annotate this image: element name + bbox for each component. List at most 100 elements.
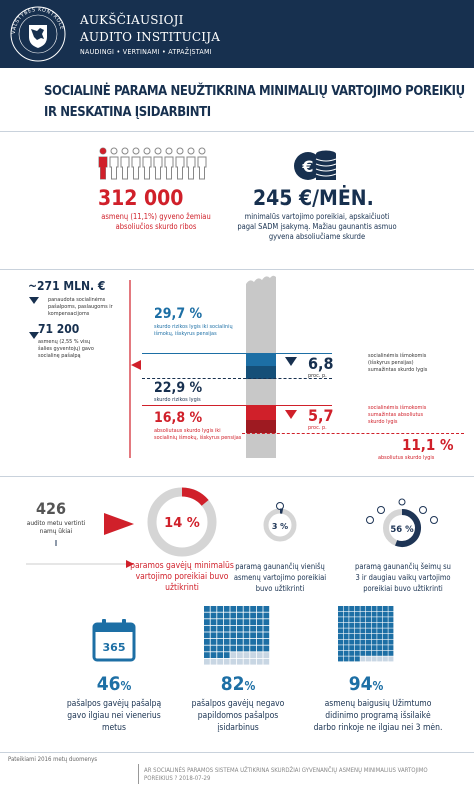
stat-grid2-value: 94%	[348, 673, 384, 695]
grid1-cell	[204, 625, 210, 632]
risk-reduction-caption3: sumažintas skurdo lygis	[368, 367, 428, 373]
recipients-caption1: asmenų (2,55 % visų	[38, 339, 91, 345]
abs-before-line	[142, 405, 332, 406]
grid2-cell	[388, 606, 394, 611]
risk-reduction-value: 6,8	[308, 354, 334, 373]
grid2-cell	[371, 617, 377, 623]
grid2-cell	[377, 617, 383, 623]
grid2-cell	[388, 628, 394, 634]
grid1-cell	[237, 639, 243, 645]
grid1-cell	[243, 658, 250, 665]
divider	[0, 131, 474, 132]
grid2-cell	[382, 650, 388, 656]
grid1-cell	[230, 606, 237, 612]
grid2-cell	[360, 606, 366, 611]
grid1-cell	[250, 625, 256, 632]
grid2-cell	[349, 617, 355, 623]
stat-grid2-caption2: didinimo programą išsilaikė	[325, 711, 431, 721]
grid2-cell	[388, 639, 394, 645]
grid1-cell	[223, 612, 230, 619]
grid2-cell	[338, 611, 343, 617]
grid2-cell	[354, 645, 360, 651]
donut-single-caption1: paramą gaunančių vienišų	[235, 562, 325, 571]
monthly-caption3: gyvena absoliučiame skurde	[268, 232, 366, 241]
grid1-cell	[250, 645, 256, 652]
page-title-line2: IR NESKATINA ĮSIDARBINTI	[44, 105, 211, 120]
grid1-cell	[263, 658, 270, 665]
grid2-cell	[343, 656, 349, 662]
grid2-cell	[377, 634, 383, 639]
grid1-cell	[217, 619, 223, 625]
grid2-cell	[338, 650, 343, 656]
grid2-cell	[382, 645, 388, 651]
risk-before-caption1: skurdo rizikos lygis iki socialinių	[154, 324, 233, 330]
grid1-cell	[210, 645, 217, 652]
grid1-cell	[210, 606, 217, 612]
grid2-cell	[366, 628, 371, 634]
spending-caption3: kompensacijoms	[48, 311, 90, 317]
people-icon	[98, 147, 207, 180]
donut-main-caption1: paramos gavėjų minimalūs	[130, 561, 234, 571]
grid2-cell	[354, 650, 360, 656]
households-value: 426	[36, 499, 67, 518]
grid2-cell	[349, 606, 355, 611]
grid2-cell	[388, 611, 394, 617]
grid2-cell	[371, 611, 377, 617]
header-bar: VALSTYBĖS KONTROLĖ AUKŠČIAUSIOJI AUDITO …	[0, 0, 474, 68]
grid2-cell	[349, 622, 355, 628]
connector-arrow	[26, 540, 134, 568]
divider	[0, 752, 474, 753]
grid2-cell	[366, 606, 371, 611]
grid2-cell	[360, 628, 366, 634]
grid1-cell	[204, 645, 210, 652]
grid1-cell	[217, 639, 223, 645]
grid1-cell	[237, 606, 243, 612]
stat-calendar-value: 46%	[96, 673, 132, 695]
grid2-cell	[366, 650, 371, 656]
grid2-cell	[349, 645, 355, 651]
grid2-cell	[343, 650, 349, 656]
grid1-cell	[217, 652, 223, 658]
grid1-cell	[230, 652, 237, 658]
grid1-cell	[210, 625, 217, 632]
grid1-cell	[223, 658, 230, 665]
donut-main-arc	[181, 487, 209, 506]
abs-reduction-caption1: socialinėmis išmokomis	[368, 405, 427, 411]
risk-after-value: 22,9 %	[154, 380, 203, 396]
stat-grid2-caption1: asmenų baigusių Užimtumo	[324, 699, 432, 709]
grid1-cell	[210, 658, 217, 665]
households-caption2: namų ūkiai	[39, 527, 73, 535]
households-caption1: audito metu vertinti	[26, 519, 86, 527]
grid1-cell	[237, 658, 243, 665]
grid1-cell	[230, 632, 237, 639]
stat-grid1-caption1: pašalpos gavėjų negavo	[191, 699, 285, 709]
grid1-cell	[230, 639, 237, 645]
grid1-cell	[237, 612, 243, 619]
grid1-cell	[250, 652, 256, 658]
grid2-cell	[360, 656, 366, 662]
grid-chart-1	[204, 606, 270, 665]
grid2-cell	[382, 606, 388, 611]
abs-after-caption: absoliutus skurdo lygis	[378, 455, 435, 461]
abs-after-value: 11,1 %	[402, 436, 454, 454]
grid2-cell	[338, 634, 343, 639]
footer-report-line2: POREIKIUS ? 2018-07-29	[144, 775, 211, 782]
recipients-value: 71 200	[38, 322, 80, 336]
grid1-cell	[250, 658, 256, 665]
grid1-cell	[204, 612, 210, 619]
grid2-cell	[343, 634, 349, 639]
poverty-count: 312 000	[98, 186, 184, 210]
donut-family-arc	[395, 509, 421, 547]
grid2-cell	[366, 634, 371, 639]
grid1-cell	[204, 632, 210, 639]
grid1-cell	[250, 619, 256, 625]
poverty-caption1: asmenų (11,1%) gyveno žemiau	[101, 212, 211, 221]
risk-reduction-caption2: (išskyrus pensijas)	[368, 360, 414, 366]
footer-separator	[138, 764, 139, 784]
svg-text:€: €	[301, 157, 313, 176]
grid1-cell	[237, 625, 243, 632]
donut-family-caption3: poreikiai buvo užtikrinti	[363, 584, 443, 593]
grid2-cell	[366, 645, 371, 651]
coat-of-arms-icon	[10, 6, 66, 62]
grid1-cell	[250, 612, 256, 619]
